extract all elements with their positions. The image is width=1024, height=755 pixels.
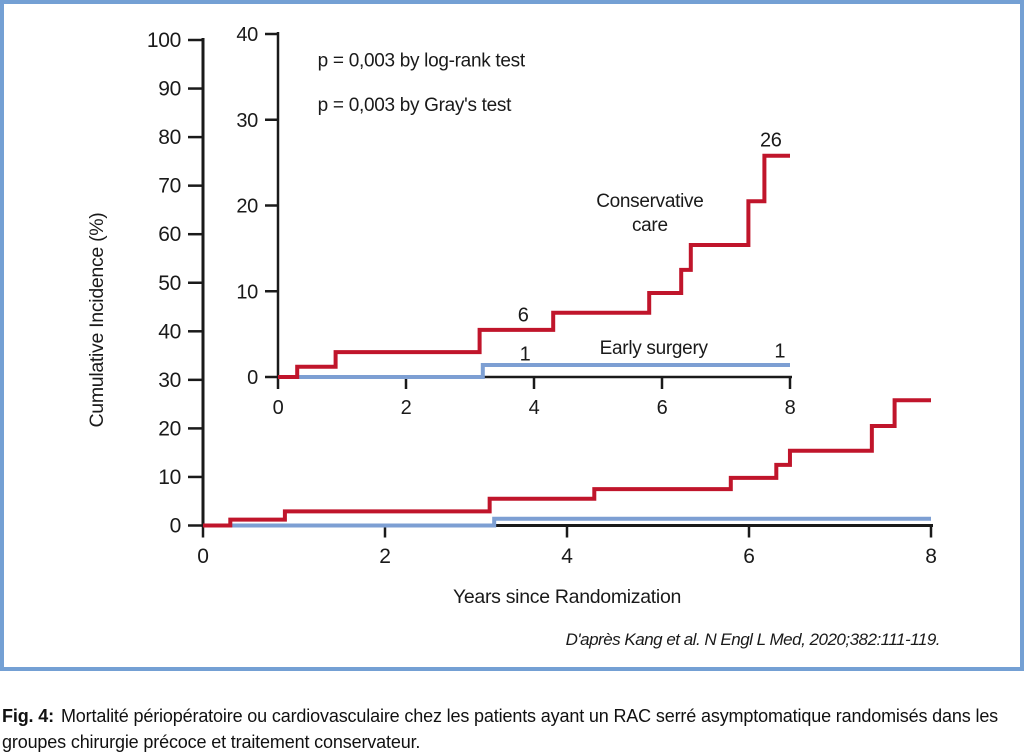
caption-text: Mortalité périopératoire ou cardiovascul… (2, 706, 999, 752)
main-ytick-label: 80 (158, 126, 181, 149)
events-count-1-first: 1 (520, 344, 531, 366)
inset-xtick-label: 2 (401, 397, 412, 419)
conservative-care-label-line1: Conservative (596, 191, 703, 212)
main-xtick-label: 6 (743, 545, 754, 568)
figure-caption: Fig. 4: Mortalité périopératoire ou cardi… (2, 703, 1002, 755)
inset-axes (276, 32, 792, 379)
early-surgery-curve-main (203, 516, 931, 528)
main-ytick-label: 100 (147, 29, 181, 52)
main-ytick-label: 40 (158, 320, 181, 343)
x-axis-title: Years since Randomization (453, 586, 681, 608)
inset-xtick-label: 8 (785, 397, 796, 419)
main-xtick-label: 2 (379, 545, 390, 568)
inset-ytick-label: 10 (236, 281, 258, 303)
events-count-1-last: 1 (774, 340, 785, 362)
inset-plot: 0 10 20 30 40 0 2 4 6 8 p = 0,003 by log-rank test… (236, 24, 796, 419)
p-gray-label: p = 0,003 by Gray's test (318, 95, 512, 116)
conservative-care-curve-inset (278, 153, 790, 379)
main-xtick-label: 0 (197, 545, 208, 568)
conservative-care-label-line2: care (632, 215, 668, 236)
early-surgery-label: Early surgery (600, 338, 709, 359)
inset-ytick-label: 30 (236, 110, 258, 132)
early-surgery-curve-inset (278, 362, 790, 379)
main-ytick-label: 90 (158, 78, 181, 101)
source-citation: D'après Kang et al. N Engl L Med, 2020;3… (566, 630, 940, 649)
y-axis-title: Cumulative Incidence (%) (86, 213, 108, 428)
main-ytick-label: 60 (158, 223, 181, 246)
inset-ytick-label: 0 (247, 367, 258, 389)
caption-label: Fig. 4: (2, 706, 54, 726)
main-ytick-label: 30 (158, 369, 181, 392)
main-xtick-label: 4 (561, 545, 573, 568)
conservative-care-curve-main (203, 398, 931, 528)
main-xtick-label: 8 (925, 545, 936, 568)
inset-ytick-label: 20 (236, 196, 258, 218)
figure-border (0, 0, 1024, 671)
events-count-6: 6 (518, 304, 529, 326)
inset-xtick-label: 6 (657, 397, 668, 419)
p-logrank-label: p = 0,003 by log-rank test (318, 51, 526, 72)
main-ytick-label: 70 (158, 175, 181, 198)
main-ytick-label: 0 (170, 515, 181, 538)
inset-xtick-label: 4 (529, 397, 540, 419)
main-ytick-label: 10 (158, 466, 181, 489)
main-ytick-label: 50 (158, 272, 181, 295)
inset-ytick-label: 40 (236, 24, 258, 46)
main-ytick-label: 20 (158, 417, 181, 440)
events-count-26: 26 (760, 129, 782, 151)
inset-xtick-label: 0 (273, 397, 284, 419)
